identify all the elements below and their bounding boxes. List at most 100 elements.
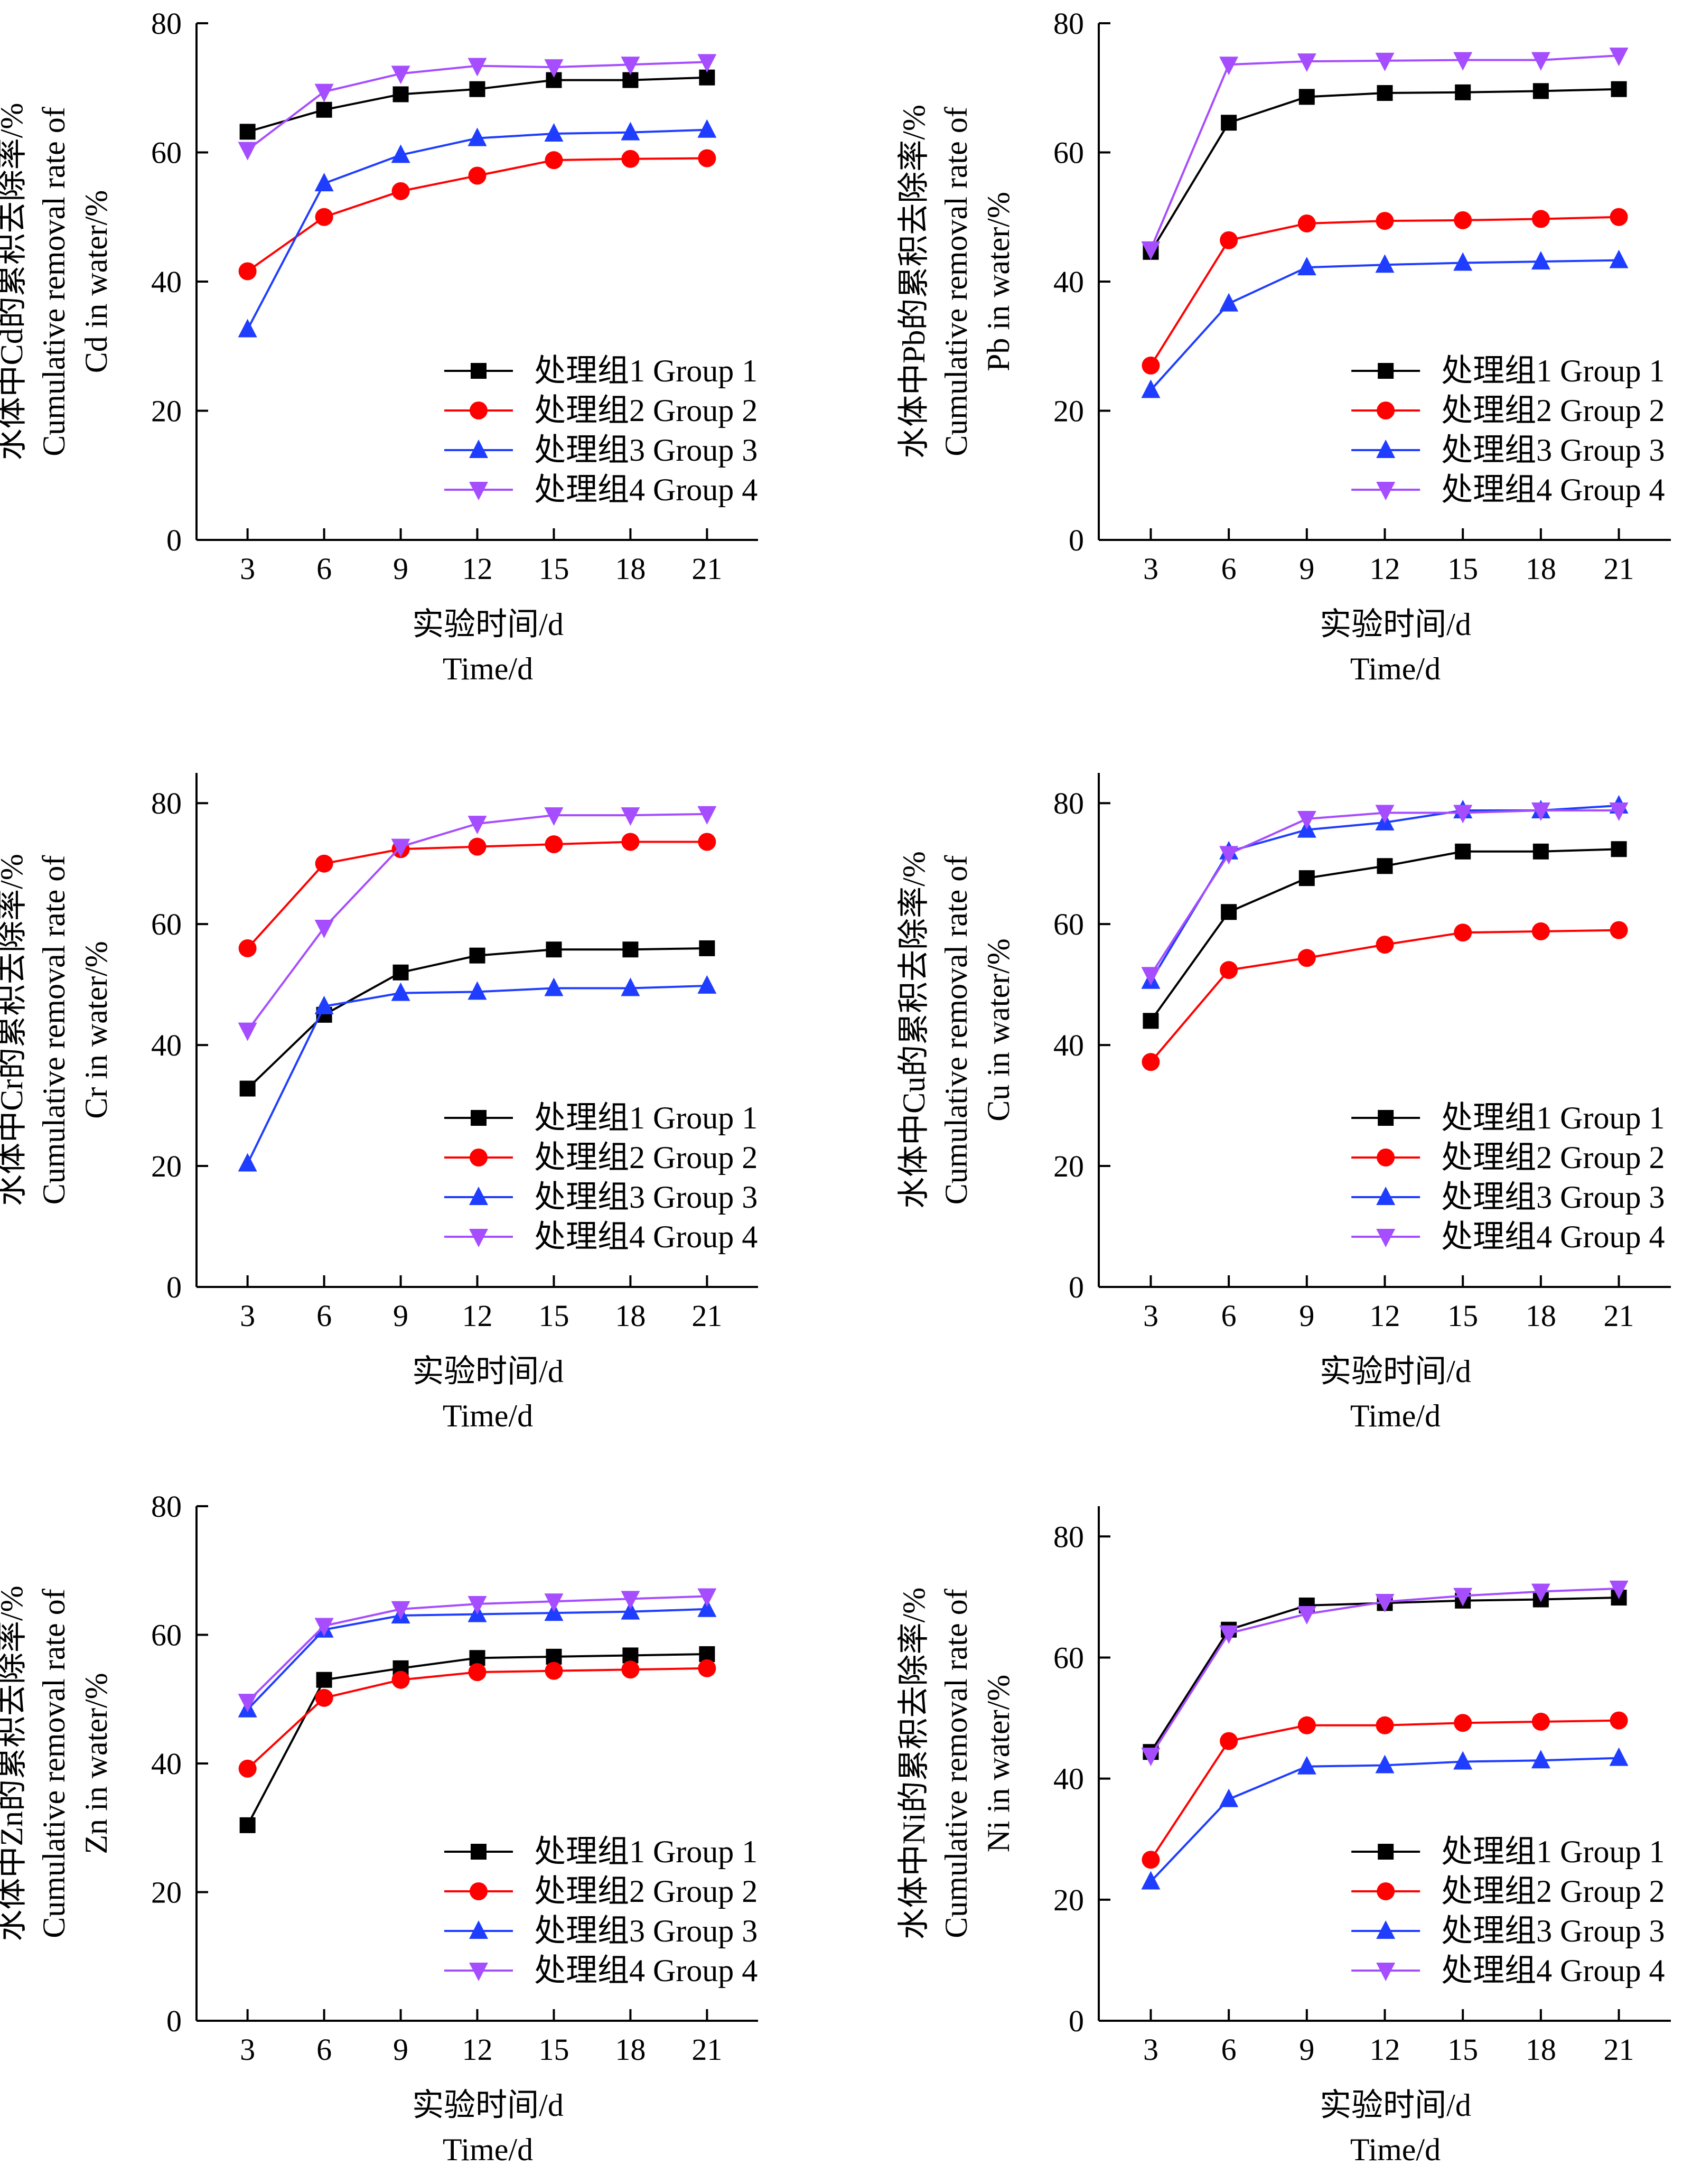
y-axis-label: Zn in water/% <box>79 1673 114 1854</box>
y-tick-label: 60 <box>151 1618 182 1653</box>
data-point-group-4 <box>314 83 334 102</box>
x-axis-label: Time/d <box>1350 2132 1441 2167</box>
data-point-group-4 <box>238 1022 257 1041</box>
legend-marker <box>1377 1149 1395 1166</box>
data-point-group-4 <box>544 807 564 826</box>
x-tick-label: 6 <box>1221 552 1237 586</box>
data-point-group-2 <box>1376 1716 1394 1734</box>
data-point-group-1 <box>1455 843 1471 860</box>
data-point-group-3 <box>1531 251 1550 270</box>
x-tick-label: 18 <box>1526 552 1556 586</box>
y-axis-label: 水体中Cr的累积去除率/% <box>0 854 29 1206</box>
x-tick-label: 15 <box>538 1299 569 1333</box>
data-point-group-4 <box>391 838 410 857</box>
data-point-group-4 <box>1375 52 1395 71</box>
x-axis-label: Time/d <box>1350 1398 1441 1433</box>
y-axis-label: Cr in water/% <box>79 941 114 1119</box>
y-axis-label: Cumulative removal rate of <box>939 1589 974 1938</box>
x-tick-label: 12 <box>462 2032 493 2067</box>
x-tick-label: 3 <box>240 552 255 586</box>
data-point-group-3 <box>1609 1747 1629 1766</box>
legend-marker <box>1376 1920 1396 1939</box>
data-point-group-2 <box>391 1670 410 1689</box>
y-axis-label: Ni in water/% <box>981 1675 1016 1853</box>
legend-label: 处理组4 Group 4 <box>1441 1219 1665 1254</box>
data-point-group-4 <box>697 54 717 73</box>
x-tick-label: 6 <box>1221 2032 1237 2067</box>
legend-label: 处理组3 Group 3 <box>1441 1914 1665 1948</box>
legend-marker <box>469 1963 488 1981</box>
data-point-group-2 <box>1142 1053 1160 1071</box>
data-point-group-3 <box>621 122 640 141</box>
x-tick-label: 21 <box>691 1299 722 1333</box>
legend-label: 处理组4 Group 4 <box>534 1219 758 1254</box>
data-point-group-3 <box>314 995 334 1014</box>
legend-marker <box>470 1110 487 1126</box>
x-tick-label: 9 <box>1299 2032 1314 2067</box>
chart-panel-3: 0 20 40 60 80 3 6 9 12 15 18 21 处理组1 Group 1 处理组2 Gro… <box>0 773 758 1433</box>
x-tick-label: 15 <box>1447 552 1478 586</box>
y-tick-label: 80 <box>1053 6 1084 41</box>
y-axis-label: Cumulative removal rate of <box>36 855 71 1205</box>
data-point-group-3 <box>238 1153 257 1172</box>
legend-label: 处理组2 Group 2 <box>534 393 758 428</box>
legend-label: 处理组2 Group 2 <box>534 1874 758 1909</box>
data-point-group-2 <box>545 151 563 170</box>
y-axis-label: 水体中Zn的累积去除率/% <box>0 1585 29 1941</box>
data-point-group-3 <box>391 144 410 163</box>
data-point-group-2 <box>1531 922 1550 940</box>
data-point-group-4 <box>1375 1594 1395 1613</box>
x-tick-label: 21 <box>691 2032 722 2067</box>
y-tick-label: 0 <box>166 2004 182 2038</box>
legend-label: 处理组3 Group 3 <box>1441 1180 1665 1215</box>
data-point-group-4 <box>1375 805 1395 824</box>
data-point-group-1 <box>239 1817 256 1833</box>
y-axis-label: Cumulative removal rate of <box>36 107 71 456</box>
data-point-group-3 <box>468 127 487 146</box>
y-tick-label: 80 <box>1053 1519 1084 1554</box>
series-line-group-3 <box>1149 804 1619 982</box>
data-point-group-1 <box>316 101 332 118</box>
data-point-group-1 <box>239 124 256 140</box>
x-tick-label: 21 <box>1604 552 1634 586</box>
data-point-group-3 <box>314 173 334 192</box>
y-tick-label: 20 <box>1053 1883 1084 1917</box>
data-point-group-4 <box>1609 802 1629 821</box>
series-line-group-2 <box>247 841 707 949</box>
x-axis-label: 实验时间/d <box>1320 1354 1471 1389</box>
data-point-group-1 <box>1221 115 1237 131</box>
data-point-group-3 <box>238 319 257 338</box>
legend-marker <box>1378 1110 1394 1126</box>
data-point-group-3 <box>1375 1754 1395 1774</box>
x-axis-label: Time/d <box>443 1398 533 1433</box>
data-point-group-4 <box>1453 805 1473 824</box>
data-point-group-4 <box>1219 57 1239 76</box>
data-point-group-3 <box>1297 1756 1316 1775</box>
y-tick-label: 0 <box>1069 523 1084 557</box>
y-axis-label: 水体中Ni的累积去除率/% <box>896 1588 931 1940</box>
legend-label: 处理组4 Group 4 <box>1441 1953 1665 1988</box>
x-tick-label: 3 <box>240 2032 255 2067</box>
x-tick-label: 3 <box>1143 552 1158 586</box>
legend-label: 处理组1 Group 1 <box>1441 1834 1665 1869</box>
data-point-group-3 <box>544 977 564 996</box>
data-point-group-2 <box>315 854 333 873</box>
data-point-group-4 <box>697 1588 717 1607</box>
data-point-group-1 <box>699 940 715 956</box>
data-point-group-4 <box>1531 52 1550 71</box>
y-tick-label: 0 <box>166 523 182 557</box>
legend-label: 处理组1 Group 1 <box>534 353 758 388</box>
legend-marker <box>1376 482 1396 500</box>
x-tick-label: 12 <box>462 552 493 586</box>
data-point-group-1 <box>316 1672 332 1688</box>
data-point-group-3 <box>1297 257 1316 276</box>
x-tick-label: 6 <box>316 1299 332 1333</box>
y-tick-label: 40 <box>1053 1028 1084 1062</box>
legend-marker <box>469 440 488 458</box>
data-point-group-4 <box>314 920 334 939</box>
legend-label: 处理组1 Group 1 <box>1441 1100 1665 1135</box>
data-point-group-1 <box>1377 858 1393 874</box>
x-tick-label: 3 <box>1143 1299 1158 1333</box>
data-point-group-4 <box>1609 48 1629 67</box>
x-tick-label: 18 <box>1526 2032 1556 2067</box>
